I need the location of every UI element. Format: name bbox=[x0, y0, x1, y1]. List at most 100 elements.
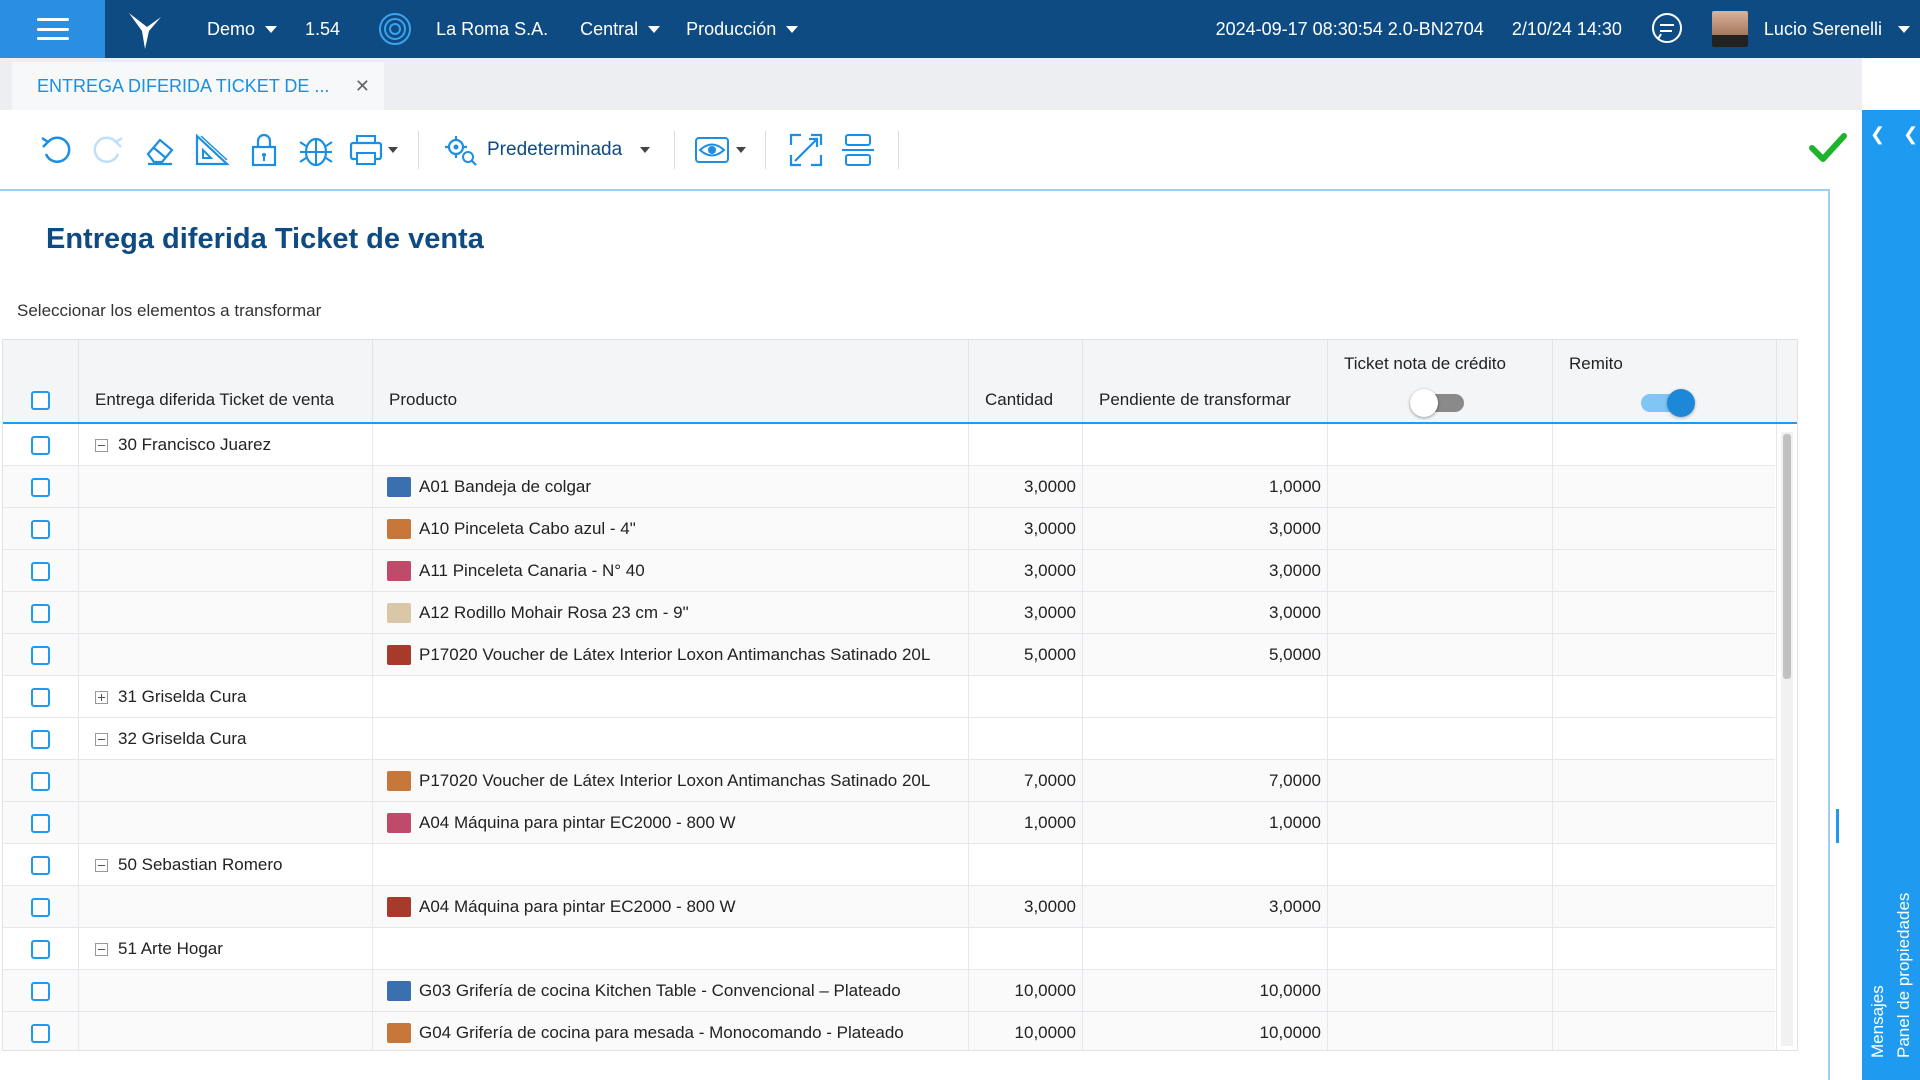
header-entrega[interactable]: Entrega diferida Ticket de venta bbox=[79, 340, 373, 422]
collapse-icon[interactable] bbox=[95, 858, 108, 872]
header-pendiente[interactable]: Pendiente de transformar bbox=[1083, 340, 1328, 422]
header-remito[interactable]: Remito bbox=[1553, 340, 1777, 422]
eraser-icon bbox=[146, 138, 174, 166]
product-name: G04 Grifería de cocina para mesada - Mon… bbox=[419, 1023, 904, 1042]
row-checkbox[interactable] bbox=[31, 477, 50, 497]
environment-dropdown[interactable]: Producción bbox=[686, 19, 799, 40]
chat-icon[interactable] bbox=[1650, 12, 1684, 46]
view-button[interactable] bbox=[689, 125, 751, 175]
toolbar: Predeterminada bbox=[0, 110, 1862, 190]
expand-button[interactable] bbox=[780, 125, 832, 175]
row-checkbox[interactable] bbox=[31, 939, 50, 959]
row-checkbox[interactable] bbox=[31, 519, 50, 539]
header-nota-credito[interactable]: Ticket nota de crédito bbox=[1328, 340, 1553, 422]
scrollbar-thumb[interactable] bbox=[1783, 434, 1791, 679]
row-checkbox[interactable] bbox=[31, 687, 50, 707]
table-row[interactable]: A12 Rodillo Mohair Rosa 23 cm - 9" 3,0000… bbox=[3, 592, 1777, 634]
tab-entrega-diferida[interactable]: ENTREGA DIFERIDA TICKET DE ... ✕ bbox=[12, 62, 384, 110]
product-name: A12 Rodillo Mohair Rosa 23 cm - 9" bbox=[419, 603, 689, 622]
collapse-icon[interactable] bbox=[95, 732, 108, 746]
collapse-icon[interactable] bbox=[95, 942, 108, 956]
row-checkbox[interactable] bbox=[31, 771, 50, 791]
redo-button[interactable] bbox=[82, 125, 134, 175]
app-logo[interactable] bbox=[105, 0, 185, 58]
confirm-check-icon[interactable] bbox=[1808, 130, 1848, 166]
entrega-cell bbox=[79, 802, 373, 844]
row-checkbox[interactable] bbox=[31, 729, 50, 749]
toolbar-divider bbox=[765, 131, 767, 169]
row-checkbox[interactable] bbox=[31, 897, 50, 917]
eraser-button[interactable] bbox=[134, 125, 186, 175]
group-row[interactable]: 30 Francisco Juarez bbox=[3, 424, 1777, 466]
branch-dropdown[interactable]: Central bbox=[580, 19, 661, 40]
group-row[interactable]: 31 Griselda Cura bbox=[3, 676, 1777, 718]
table-row[interactable]: A04 Máquina para pintar EC2000 - 800 W 3,… bbox=[3, 886, 1777, 928]
pendiente-cell: 3,0000 bbox=[1083, 550, 1328, 592]
pending-value: 1,0000 bbox=[1269, 477, 1321, 496]
panel-collapse-controls[interactable]: ❮ ❮ bbox=[1870, 124, 1918, 145]
preset-label: Predeterminada bbox=[487, 139, 623, 160]
pending-value: 3,0000 bbox=[1269, 897, 1321, 916]
vertical-scrollbar[interactable] bbox=[1781, 432, 1793, 1046]
expand-icon[interactable] bbox=[95, 690, 108, 704]
lock-button[interactable] bbox=[238, 125, 290, 175]
split-button[interactable] bbox=[832, 125, 884, 175]
undo-button[interactable] bbox=[30, 125, 82, 175]
group-row[interactable]: 50 Sebastian Romero bbox=[3, 844, 1777, 886]
table-row[interactable]: A04 Máquina para pintar EC2000 - 800 W 1,… bbox=[3, 802, 1777, 844]
entrega-cell: 31 Griselda Cura bbox=[79, 676, 373, 718]
main-menu-button[interactable] bbox=[0, 0, 105, 58]
user-menu[interactable]: Lucio Serenelli bbox=[1711, 11, 1910, 47]
nota-credito-cell bbox=[1328, 760, 1553, 802]
row-checkbox[interactable] bbox=[31, 981, 50, 1001]
table-row[interactable]: P17020 Voucher de Látex Interior Loxon A… bbox=[3, 760, 1777, 802]
close-icon[interactable]: ✕ bbox=[354, 76, 370, 96]
group-row[interactable]: 32 Griselda Cura bbox=[3, 718, 1777, 760]
messages-panel-tab[interactable]: Mensajes bbox=[1868, 985, 1887, 1058]
preset-dropdown[interactable]: Predeterminada bbox=[433, 133, 660, 167]
cantidad-cell: 3,0000 bbox=[969, 592, 1083, 634]
cantidad-cell: 5,0000 bbox=[969, 634, 1083, 676]
table-row[interactable]: A01 Bandeja de colgar 3,0000 1,0000 bbox=[3, 466, 1777, 508]
chevron-down-icon bbox=[265, 25, 278, 33]
row-checkbox[interactable] bbox=[31, 435, 50, 455]
pendiente-cell bbox=[1083, 676, 1328, 718]
header-producto[interactable]: Producto bbox=[373, 340, 969, 422]
design-button[interactable] bbox=[186, 125, 238, 175]
row-checkbox[interactable] bbox=[31, 603, 50, 623]
company-env-dropdown[interactable]: Demo bbox=[207, 19, 278, 40]
toggle-knob bbox=[1410, 389, 1438, 417]
header-cantidad[interactable]: Cantidad bbox=[969, 340, 1083, 422]
row-checkbox[interactable] bbox=[31, 855, 50, 875]
row-checkbox[interactable] bbox=[31, 561, 50, 581]
nota-credito-cell bbox=[1328, 634, 1553, 676]
select-cell bbox=[3, 550, 79, 592]
table-row[interactable]: A11 Pinceleta Canaria - N° 40 3,0000 3,000… bbox=[3, 550, 1777, 592]
row-checkbox[interactable] bbox=[31, 1023, 50, 1043]
panel-splitter[interactable] bbox=[1836, 809, 1839, 843]
select-all-checkbox[interactable] bbox=[31, 391, 50, 410]
nota-credito-toggle[interactable] bbox=[1410, 389, 1464, 417]
tab-strip: ENTREGA DIFERIDA TICKET DE ... ✕ bbox=[0, 58, 1862, 110]
producto-cell bbox=[373, 844, 969, 886]
table-row[interactable]: P17020 Voucher de Látex Interior Loxon A… bbox=[3, 634, 1777, 676]
properties-panel-tab[interactable]: Panel de propiedades bbox=[1894, 892, 1913, 1058]
cantidad-cell: 3,0000 bbox=[969, 550, 1083, 592]
table-row[interactable]: G03 Grifería de cocina Kitchen Table - C… bbox=[3, 970, 1777, 1012]
collapse-icon[interactable] bbox=[95, 438, 108, 452]
product-thumbnail bbox=[387, 603, 411, 623]
debug-button[interactable] bbox=[290, 125, 342, 175]
row-checkbox[interactable] bbox=[31, 813, 50, 833]
remito-toggle[interactable] bbox=[1641, 389, 1695, 417]
version-label: 1.54 bbox=[305, 18, 341, 39]
group-row[interactable]: 51 Arte Hogar bbox=[3, 928, 1777, 970]
table-row[interactable]: G04 Grifería de cocina para mesada - Mon… bbox=[3, 1012, 1777, 1050]
bird-logo-icon bbox=[129, 13, 161, 49]
product-name: A04 Máquina para pintar EC2000 - 800 W bbox=[419, 897, 736, 916]
table-row[interactable]: A10 Pinceleta Cabo azul - 4" 3,0000 3,0000 bbox=[3, 508, 1777, 550]
print-button[interactable] bbox=[342, 125, 404, 175]
chevron-left-icon[interactable]: ❮ bbox=[1870, 124, 1886, 144]
company-selector[interactable]: La Roma S.A. bbox=[378, 12, 548, 46]
row-checkbox[interactable] bbox=[31, 645, 50, 665]
chevron-left-icon[interactable]: ❮ bbox=[1903, 124, 1919, 144]
